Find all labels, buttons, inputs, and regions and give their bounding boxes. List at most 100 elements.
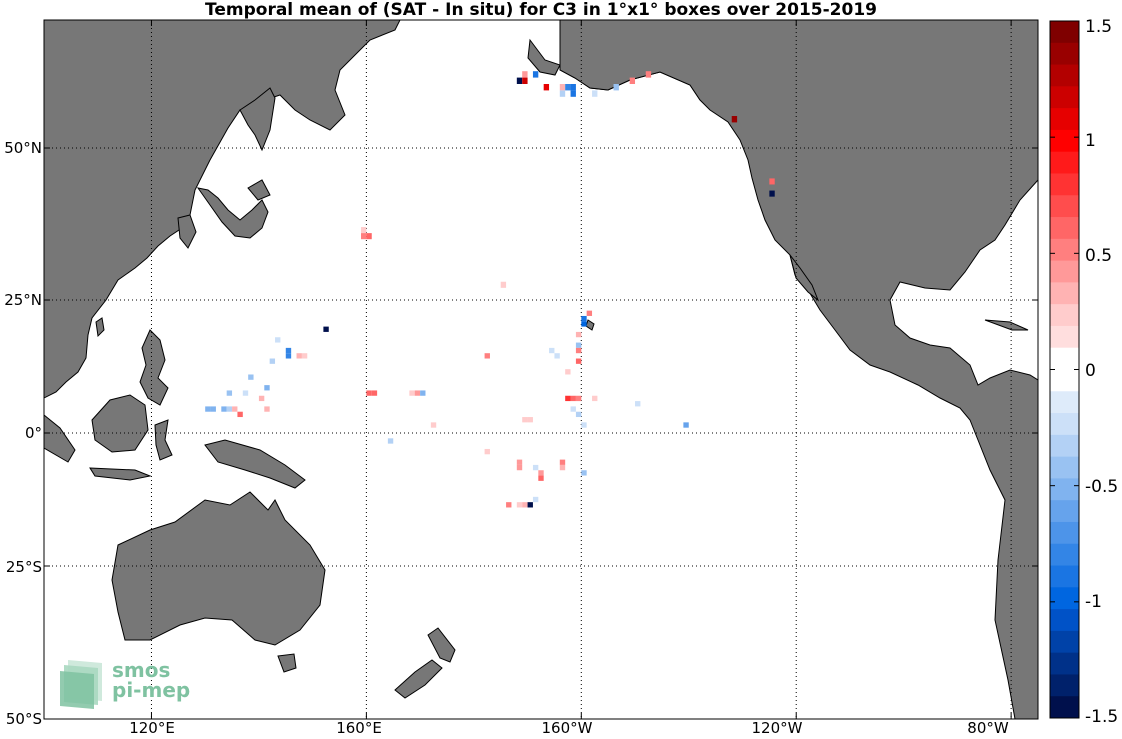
smos-pimep-logo: smos pi-mep bbox=[60, 655, 210, 710]
lon-label-160w: 160°W bbox=[541, 719, 593, 737]
data-cell bbox=[575, 358, 582, 364]
data-cell bbox=[371, 390, 378, 396]
data-cell bbox=[570, 84, 576, 91]
colorbar-bin bbox=[1050, 238, 1079, 262]
chart-title: Temporal mean of (SAT - In situ) for C3 … bbox=[205, 0, 877, 20]
colorbar-label-0: 0 bbox=[1085, 361, 1096, 381]
data-cell bbox=[285, 353, 292, 359]
colorbar-bin bbox=[1050, 64, 1079, 87]
data-cell bbox=[629, 77, 636, 84]
data-cell bbox=[264, 406, 270, 412]
data-cells bbox=[205, 71, 775, 508]
data-cell bbox=[226, 406, 233, 412]
colorbar-label-minus-0.5: -0.5 bbox=[1085, 477, 1119, 497]
colorbar-bin bbox=[1050, 587, 1079, 610]
data-cell bbox=[575, 395, 582, 402]
data-cell bbox=[361, 233, 367, 240]
landmass-tasmania bbox=[277, 653, 297, 673]
landmass-baja bbox=[789, 254, 820, 302]
data-cell bbox=[205, 406, 211, 412]
landmass-japan bbox=[196, 187, 269, 239]
data-cell bbox=[516, 502, 523, 508]
data-cell bbox=[366, 390, 372, 396]
lat-label-25n: 25°N bbox=[4, 291, 42, 309]
data-cell bbox=[420, 390, 426, 396]
data-cell bbox=[484, 353, 490, 359]
colorbar-bin bbox=[1050, 500, 1079, 523]
logo-text-smos: smos bbox=[112, 658, 171, 682]
colorbar-bin bbox=[1050, 674, 1079, 697]
axis-ticks bbox=[44, 20, 1038, 719]
data-cell bbox=[570, 395, 576, 402]
data-cell bbox=[522, 417, 528, 423]
data-cell bbox=[522, 71, 528, 78]
lat-label-25s: 25°S bbox=[5, 558, 42, 576]
colorbar-label-minus-1: -1 bbox=[1085, 592, 1102, 612]
data-cell bbox=[554, 353, 560, 359]
data-cell bbox=[275, 337, 281, 343]
data-cell bbox=[366, 233, 372, 240]
data-cell bbox=[581, 315, 587, 322]
landmass-java bbox=[89, 467, 152, 481]
logo-waves-icon bbox=[60, 660, 102, 709]
colorbar-bin bbox=[1050, 347, 1079, 370]
data-cell bbox=[613, 84, 619, 91]
landmass-new-zealand-north bbox=[427, 627, 456, 663]
data-cell bbox=[237, 411, 243, 418]
colorbar-bin bbox=[1050, 173, 1079, 196]
colorbar-bin bbox=[1050, 282, 1079, 305]
colorbar-bin bbox=[1050, 391, 1079, 414]
data-cell bbox=[210, 406, 216, 412]
data-cell bbox=[242, 390, 249, 396]
data-cell bbox=[226, 390, 233, 396]
colorbar-bin bbox=[1050, 217, 1079, 240]
colorbar-bin bbox=[1050, 195, 1079, 218]
colorbar-bin bbox=[1050, 129, 1079, 153]
data-cell bbox=[731, 116, 738, 123]
graticule bbox=[44, 20, 1038, 719]
data-cell bbox=[285, 347, 292, 354]
data-cell bbox=[575, 331, 582, 338]
data-cell bbox=[484, 448, 490, 455]
data-cell bbox=[409, 390, 415, 396]
data-cell bbox=[538, 475, 544, 481]
lat-label-50n: 50°N bbox=[4, 139, 42, 157]
data-cell bbox=[527, 502, 533, 508]
data-cell bbox=[258, 395, 265, 402]
data-cell bbox=[387, 438, 394, 444]
colorbar-bin bbox=[1050, 478, 1079, 501]
data-cell bbox=[645, 71, 652, 78]
data-cell bbox=[559, 90, 566, 97]
data-cell bbox=[581, 321, 587, 327]
data-cell bbox=[248, 374, 254, 380]
landmass-philippines bbox=[139, 329, 169, 406]
data-cell bbox=[570, 406, 576, 412]
data-cell bbox=[532, 496, 539, 503]
landmass-borneo bbox=[91, 394, 149, 453]
data-cell bbox=[565, 84, 571, 91]
data-cell bbox=[522, 77, 528, 84]
lat-label-50s: 50°S bbox=[5, 710, 42, 728]
data-cell bbox=[543, 84, 550, 91]
landmass-asia bbox=[44, 20, 401, 399]
data-cell bbox=[301, 353, 308, 359]
data-cell bbox=[565, 369, 571, 375]
land-layer bbox=[44, 20, 1038, 719]
data-cell bbox=[592, 395, 598, 402]
colorbar-bin bbox=[1050, 434, 1079, 458]
data-cell bbox=[683, 422, 689, 428]
data-cell bbox=[532, 464, 539, 471]
colorbar bbox=[1050, 21, 1079, 719]
lon-label-120w: 120°W bbox=[751, 719, 803, 737]
data-cell bbox=[570, 90, 576, 97]
data-cell bbox=[500, 281, 507, 288]
colorbar-bin bbox=[1050, 413, 1079, 436]
data-cell bbox=[538, 470, 544, 476]
data-cell bbox=[430, 422, 437, 428]
data-cell bbox=[559, 84, 566, 91]
data-cell bbox=[516, 464, 523, 471]
lat-label-equator: 0° bbox=[24, 424, 42, 442]
colorbar-label-0.5: 0.5 bbox=[1085, 246, 1113, 266]
landmass-sulawesi bbox=[154, 419, 173, 461]
data-cell bbox=[323, 326, 329, 332]
